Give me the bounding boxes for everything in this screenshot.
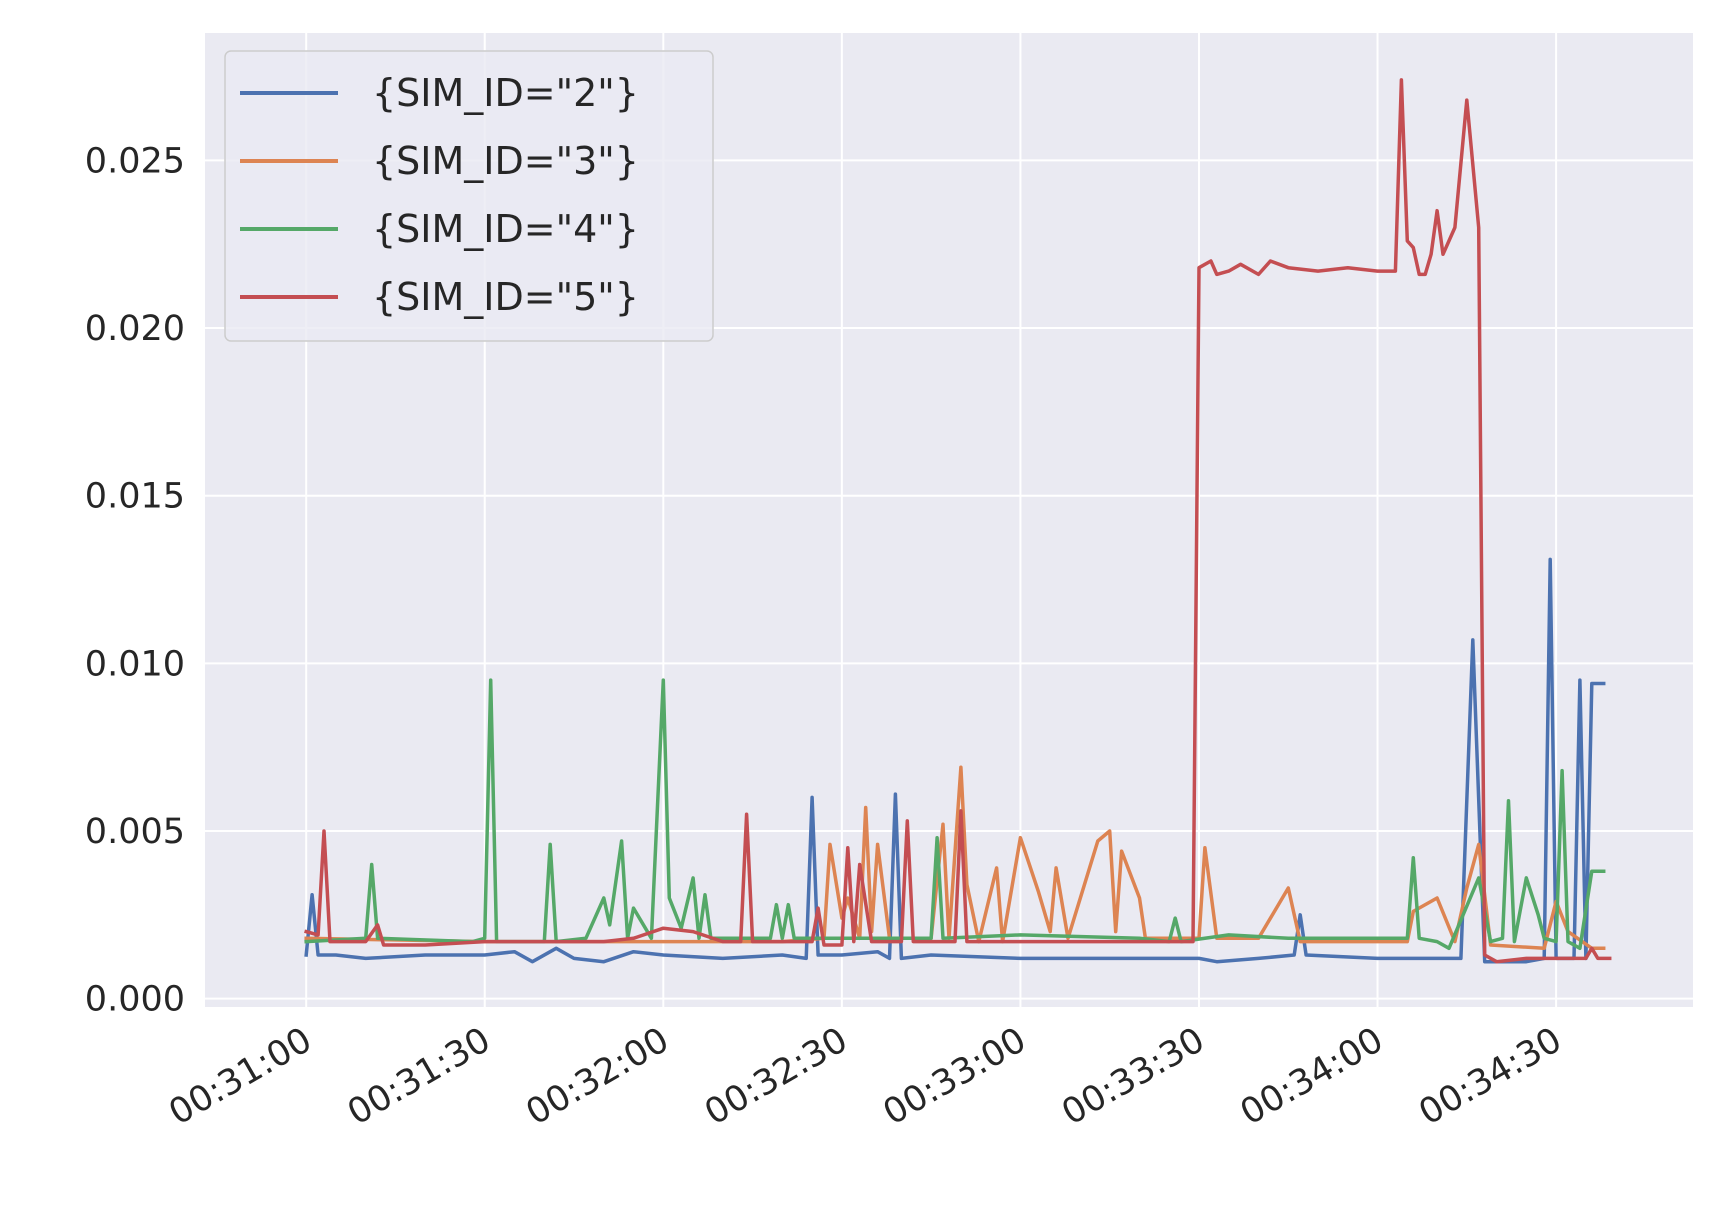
- legend-box: [224, 50, 714, 342]
- legend[interactable]: {SIM_ID="2"} {SIM_ID="3"} {SIM_ID="4"} {SIM…: [224, 50, 714, 342]
- x-axis-ticks: 00:31:00 00:31:30 00:32:00 00:32:30 00:33:00…: [163, 1020, 1569, 1133]
- legend-label: {SIM_ID="5"}: [372, 275, 639, 319]
- series-line-2: [304, 557, 1606, 964]
- y-tick-label: 0.025: [85, 141, 185, 181]
- legend-label: {SIM_ID="4"}: [372, 207, 639, 251]
- series-line-5: [304, 78, 1612, 964]
- y-tick-label: 0.000: [85, 980, 185, 1020]
- y-tick-label: 0.020: [85, 309, 185, 349]
- x-tick-label: 00:34:00: [1234, 1020, 1390, 1133]
- x-tick-label: 00:34:30: [1412, 1020, 1568, 1133]
- x-tick-label: 00:32:00: [520, 1020, 676, 1133]
- series-lines: [304, 78, 1612, 964]
- y-tick-label: 0.010: [85, 644, 185, 684]
- x-tick-label: 00:31:30: [341, 1020, 497, 1133]
- x-tick-label: 00:33:30: [1055, 1020, 1211, 1133]
- legend-label: {SIM_ID="3"}: [372, 139, 639, 183]
- y-axis-ticks: 0.000 0.005 0.010 0.015 0.020 0.025: [85, 141, 185, 1019]
- y-tick-label: 0.015: [85, 477, 185, 517]
- series-line-4: [304, 678, 1606, 951]
- x-tick-label: 00:32:30: [698, 1020, 854, 1133]
- legend-label: {SIM_ID="2"}: [372, 71, 639, 115]
- x-tick-label: 00:31:00: [163, 1020, 319, 1133]
- x-tick-label: 00:33:00: [877, 1020, 1033, 1133]
- y-tick-label: 0.005: [85, 812, 185, 852]
- series-line-3: [304, 765, 1606, 951]
